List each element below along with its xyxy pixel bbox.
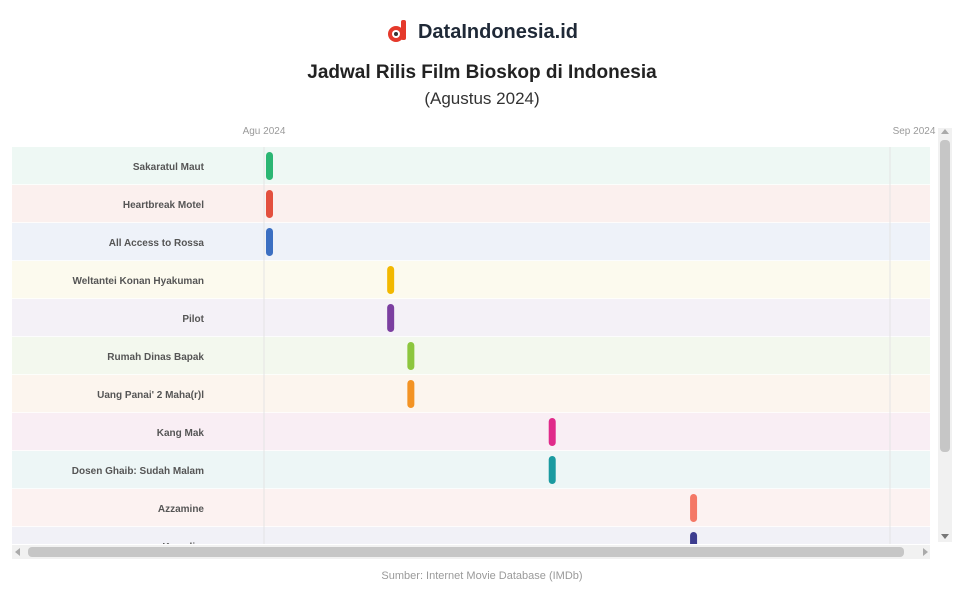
x-tick-label: Agu 2024	[243, 126, 286, 137]
row-band	[12, 147, 930, 185]
release-mark[interactable]	[690, 494, 698, 522]
scroll-down-icon[interactable]	[941, 534, 949, 539]
brand-logo-icon	[387, 20, 406, 42]
row-band	[12, 489, 930, 527]
row-band	[12, 451, 930, 489]
horizontal-scrollbar-thumb[interactable]	[28, 547, 904, 557]
release-mark[interactable]	[266, 228, 273, 256]
row-label: Kemalim	[162, 542, 204, 553]
chart-subtitle: (Agustus 2024)	[424, 89, 540, 108]
scroll-layer	[12, 128, 952, 559]
row-band	[12, 185, 930, 223]
row-label: Pilot	[182, 314, 204, 325]
row-label: Azzamine	[158, 504, 205, 515]
row-label: Sakaratul Maut	[133, 162, 205, 173]
release-mark[interactable]	[266, 190, 273, 218]
row-label: Kang Mak	[157, 428, 205, 439]
row-band	[12, 337, 930, 375]
release-mark[interactable]	[266, 152, 273, 180]
brand-name: DataIndonesia.id	[417, 20, 579, 43]
labels-layer: Sakaratul Maut Heartbreak Motel All Access…	[72, 162, 205, 553]
release-mark[interactable]	[407, 342, 415, 370]
source-note: Sumber: Internet Movie Database (IMDb)	[381, 570, 583, 582]
release-mark[interactable]	[548, 418, 556, 446]
vertical-scrollbar-thumb[interactable]	[940, 140, 950, 452]
row-label: Uang Panai' 2 Maha(r)l	[97, 390, 204, 401]
scroll-left-icon[interactable]	[15, 548, 20, 556]
row-label: Heartbreak Motel	[123, 200, 204, 211]
release-mark[interactable]	[407, 380, 415, 408]
release-mark[interactable]	[548, 456, 556, 484]
row-band	[12, 223, 930, 261]
rows-layer	[12, 147, 930, 544]
marks-layer	[266, 152, 698, 560]
row-label: Dosen Ghaib: Sudah Malam	[72, 466, 204, 477]
release-mark[interactable]	[387, 304, 395, 332]
scroll-up-icon[interactable]	[941, 129, 949, 134]
row-label: Weltantei Konan Hyakuman	[72, 276, 204, 287]
row-label: Rumah Dinas Bapak	[107, 352, 204, 363]
row-band	[12, 375, 930, 413]
x-tick-label: Sep 2024	[893, 126, 936, 137]
grid-layer	[263, 147, 891, 544]
chart-title: Jadwal Rilis Film Bioskop di Indonesia	[307, 62, 657, 83]
release-mark[interactable]	[690, 532, 698, 560]
row-label: All Access to Rossa	[109, 238, 205, 249]
ticks-layer: Agu 2024 Sep 2024	[243, 126, 936, 137]
row-band	[12, 261, 930, 299]
row-band	[12, 527, 930, 544]
brand-header: DataIndonesia.id	[0, 20, 964, 44]
row-band	[12, 299, 930, 337]
release-mark[interactable]	[387, 266, 395, 294]
row-band	[12, 413, 930, 451]
scroll-right-icon[interactable]	[923, 548, 928, 556]
